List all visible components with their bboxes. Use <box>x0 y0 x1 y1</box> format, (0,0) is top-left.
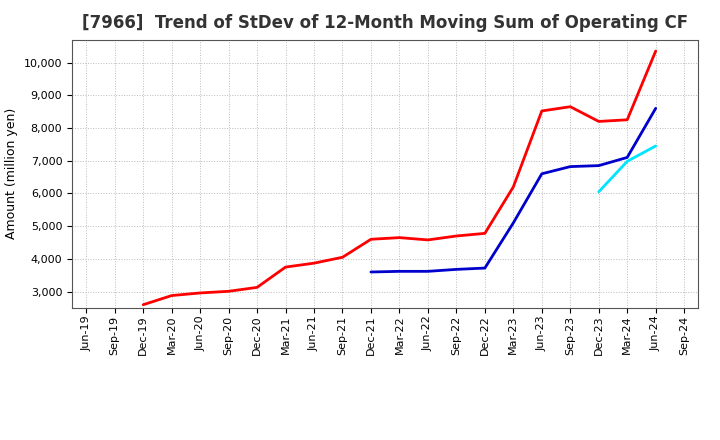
3 Years <box>225 289 233 294</box>
5 Years <box>566 164 575 169</box>
3 Years <box>282 264 290 270</box>
3 Years <box>139 302 148 308</box>
3 Years <box>566 104 575 110</box>
3 Years <box>253 285 261 290</box>
3 Years <box>366 237 375 242</box>
Y-axis label: Amount (million yen): Amount (million yen) <box>5 108 18 239</box>
5 Years <box>537 171 546 176</box>
5 Years <box>509 220 518 226</box>
3 Years <box>652 48 660 54</box>
7 Years <box>652 143 660 149</box>
Line: 3 Years: 3 Years <box>143 51 656 305</box>
3 Years <box>395 235 404 240</box>
5 Years <box>423 269 432 274</box>
5 Years <box>652 106 660 111</box>
3 Years <box>509 184 518 190</box>
3 Years <box>480 231 489 236</box>
3 Years <box>310 260 318 266</box>
Line: 5 Years: 5 Years <box>371 108 656 272</box>
7 Years <box>623 159 631 164</box>
3 Years <box>196 290 204 296</box>
3 Years <box>537 108 546 114</box>
5 Years <box>595 163 603 168</box>
7 Years <box>595 189 603 194</box>
3 Years <box>623 117 631 122</box>
3 Years <box>452 233 461 238</box>
3 Years <box>167 293 176 298</box>
5 Years <box>480 265 489 271</box>
3 Years <box>423 237 432 242</box>
Title: [7966]  Trend of StDev of 12-Month Moving Sum of Operating CF: [7966] Trend of StDev of 12-Month Moving… <box>82 15 688 33</box>
5 Years <box>366 269 375 275</box>
5 Years <box>395 269 404 274</box>
Line: 7 Years: 7 Years <box>599 146 656 192</box>
3 Years <box>338 255 347 260</box>
3 Years <box>595 119 603 124</box>
5 Years <box>452 267 461 272</box>
5 Years <box>623 155 631 160</box>
